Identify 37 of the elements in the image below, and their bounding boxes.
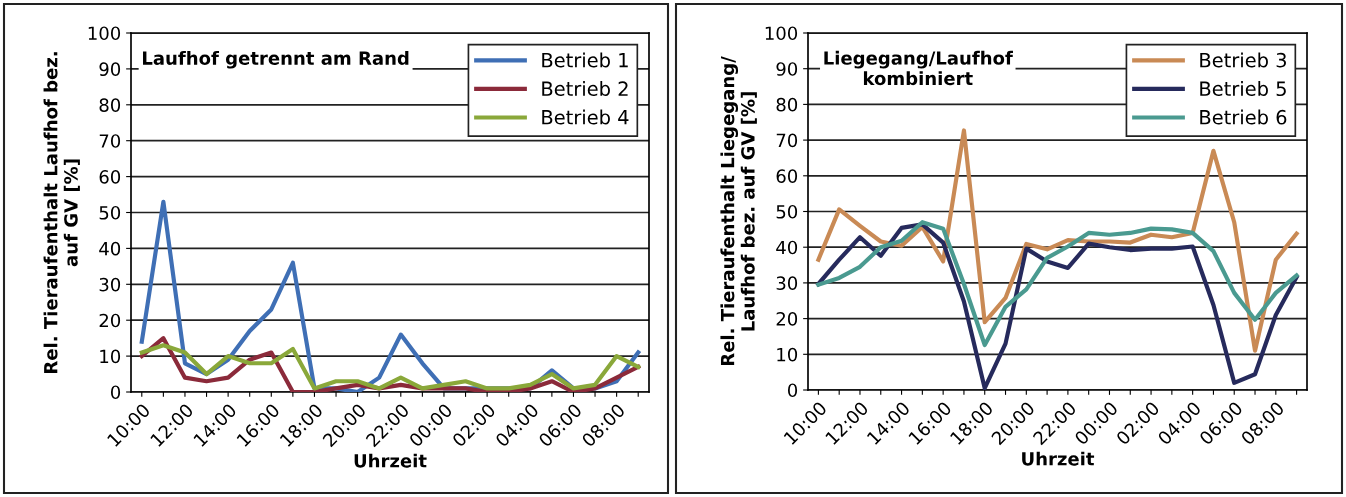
y-tick-label: 90 xyxy=(776,62,798,76)
y-axis-title: Rel. Tieraufenthalt Laufhof bez. auf GV [%] xyxy=(43,52,80,373)
line-series xyxy=(816,222,1299,390)
y-tick-label: 90 xyxy=(99,62,121,77)
legend-label: Betrieb 5 xyxy=(1200,80,1286,97)
y-tick-label: 70 xyxy=(776,133,798,148)
legend-label: Betrieb 1 xyxy=(542,52,628,68)
legend-label: Betrieb 2 xyxy=(542,80,628,97)
y-tick-label: 50 xyxy=(776,204,798,219)
y-tick-label: 100 xyxy=(88,26,121,41)
y-tick-label: 30 xyxy=(776,276,798,291)
x-axis-title: Uhrzeit xyxy=(1022,451,1095,466)
line-series xyxy=(816,128,1299,353)
y-tick-label: 0 xyxy=(110,385,121,400)
text: Liegegang/Laufhof kombiniert xyxy=(824,50,1013,86)
y-tick-label: 10 xyxy=(100,349,121,364)
line-series xyxy=(816,220,1299,348)
y-tick-label: 20 xyxy=(99,313,121,328)
y-tick-label: 80 xyxy=(99,98,121,112)
legend-label: Betrieb 4 xyxy=(542,109,629,125)
y-tick-label: 40 xyxy=(776,240,798,255)
y-tick-label: 80 xyxy=(776,97,798,112)
legend-label: Betrieb 6 xyxy=(1200,109,1287,125)
text: Laufhof getrennt am Rand xyxy=(143,50,409,69)
x-axis-title: Uhrzeit xyxy=(354,453,427,468)
y-tick-label: 0 xyxy=(787,383,798,398)
y-tick-label: 10 xyxy=(777,347,798,362)
y-tick-label: 100 xyxy=(765,26,798,41)
y-tick-label: 30 xyxy=(99,277,121,292)
y-tick-label: 20 xyxy=(776,312,798,326)
y-tick-label: 60 xyxy=(776,169,798,183)
y-tick-label: 40 xyxy=(99,241,121,256)
y-tick-label: 50 xyxy=(99,205,121,220)
y-axis-title: Rel. Tieraufenthalt Liegegang/ Laufhof bez. auf GV [%] xyxy=(720,56,757,366)
y-tick-label: 60 xyxy=(99,170,121,184)
legend-label: Betrieb 3 xyxy=(1200,52,1286,68)
y-tick-label: 70 xyxy=(99,134,121,148)
